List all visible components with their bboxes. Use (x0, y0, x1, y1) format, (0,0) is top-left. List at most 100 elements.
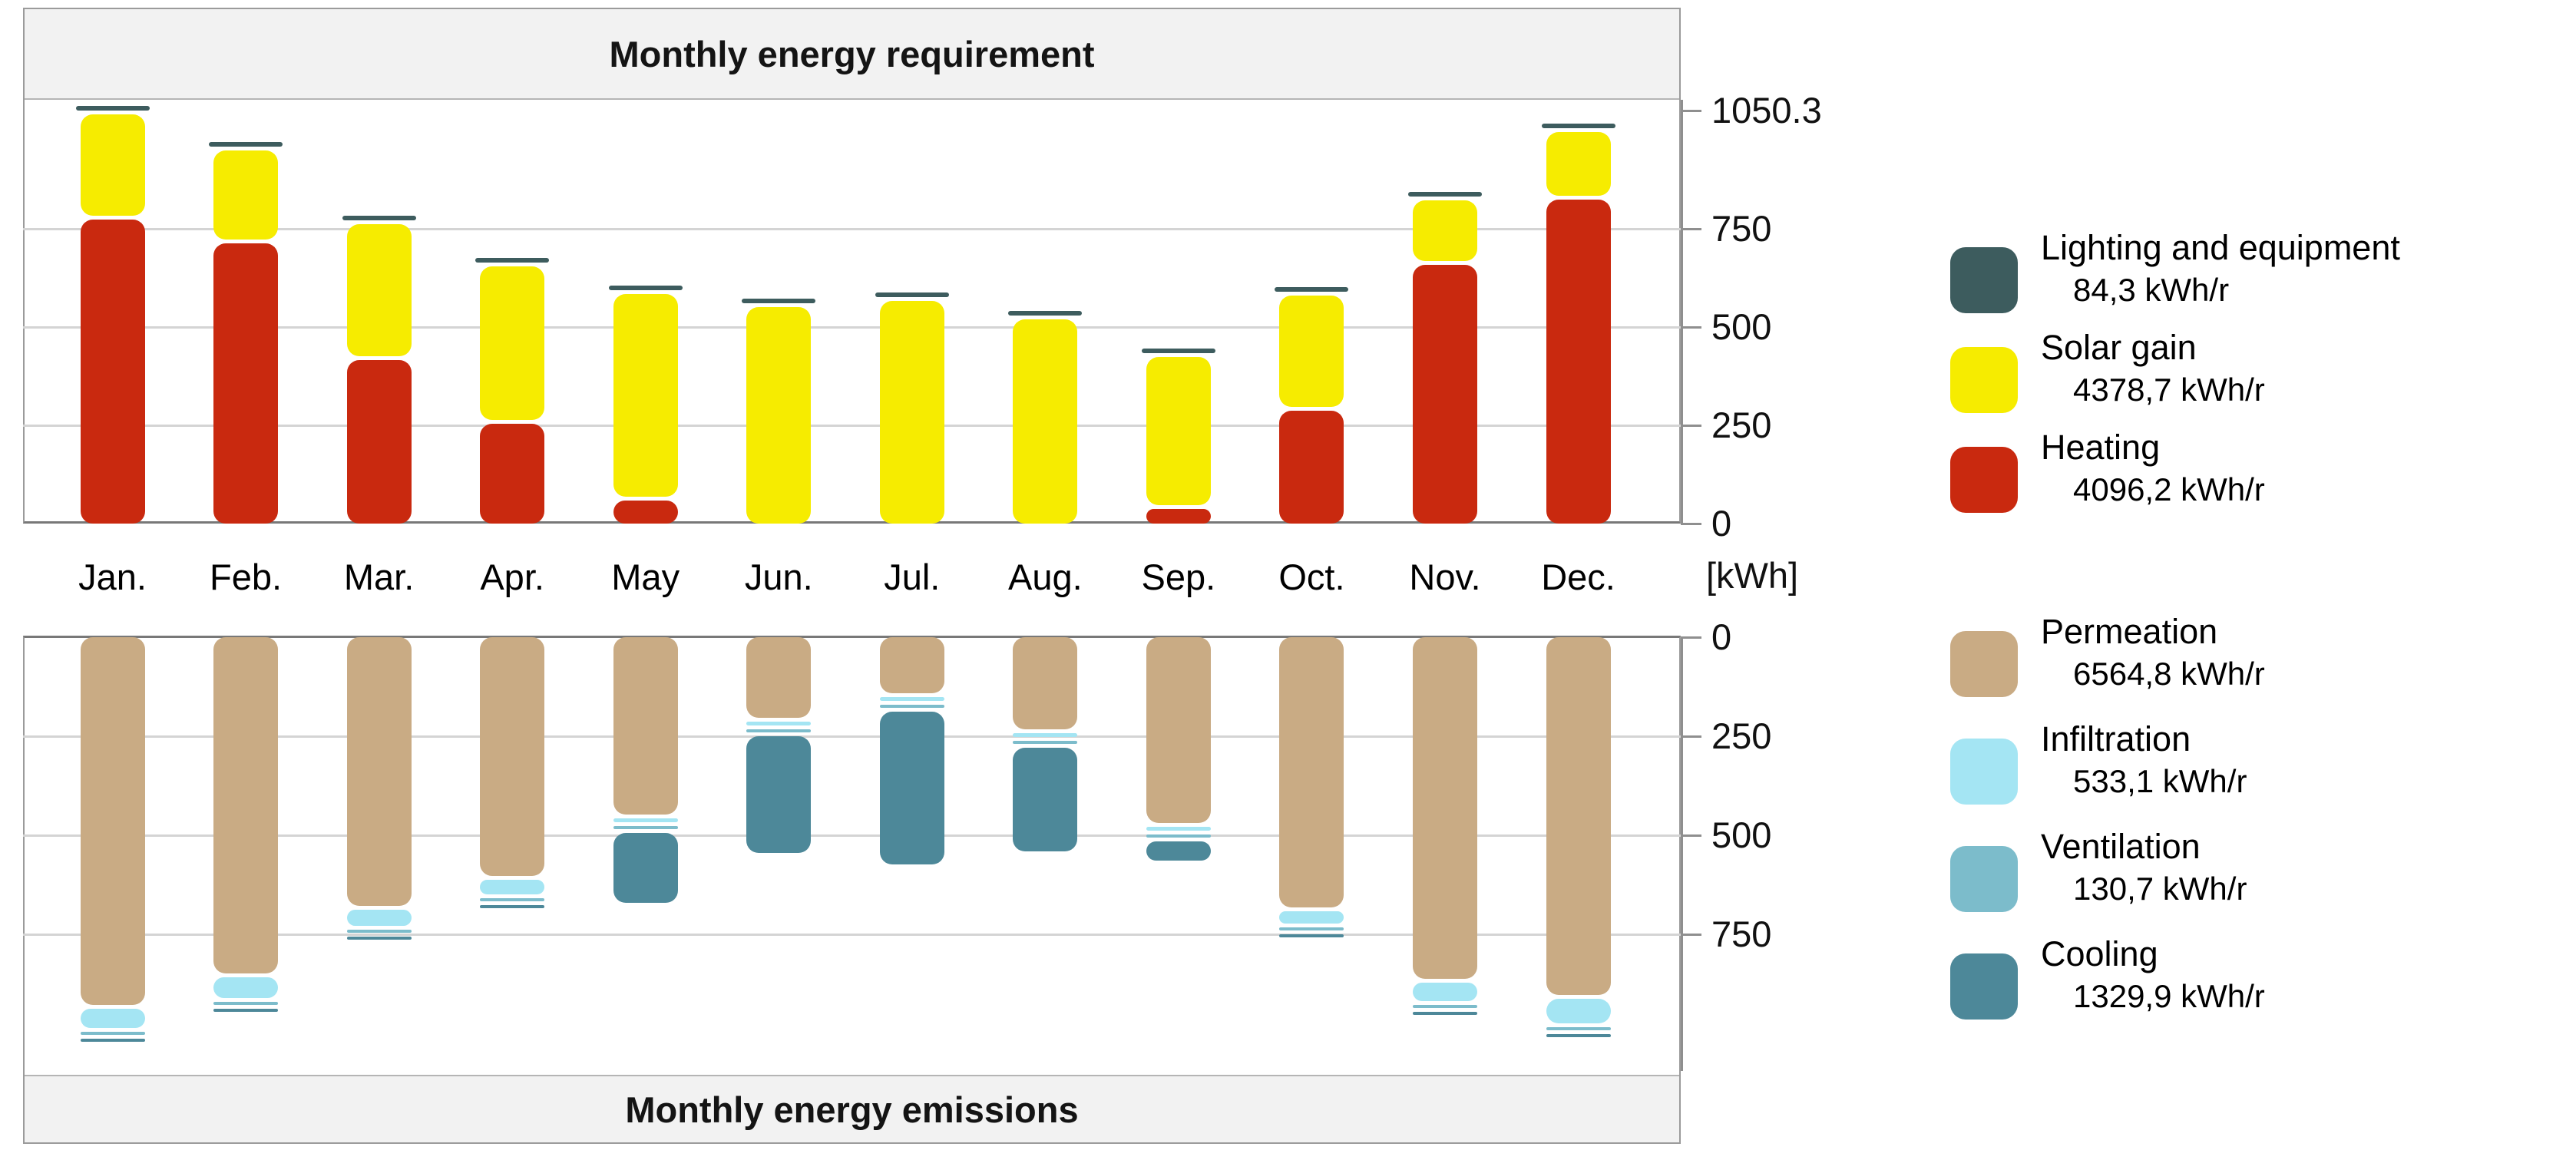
bar-segment-lighting-Mar. (342, 216, 416, 221)
bar-segment-lighting-May (608, 285, 683, 290)
requirement-chart-box: Monthly energy requirement (23, 8, 1681, 524)
legend-value: 533,1 kWh/r (2073, 763, 2247, 799)
bar-segment-cooling-Sep. (1146, 841, 1211, 861)
bar-segment-cooling-May (613, 833, 678, 903)
y-axis-tick-750 (1681, 933, 1701, 936)
bar-segment-lighting-Jun. (742, 299, 816, 304)
bar-segment-ventilation-Jun. (746, 729, 812, 732)
month-label-Jul: Jul. (884, 557, 941, 597)
y-axis-line (1681, 100, 1683, 524)
bar-segment-lighting-Jan. (75, 105, 150, 111)
legend-label: Permeation (2041, 612, 2218, 651)
bar-segment-permeation-Jul. (879, 637, 944, 693)
bar-segment-lighting-Feb. (209, 141, 283, 147)
y-axis-tick-250 (1681, 735, 1701, 738)
bar-segment-solar-Dec. (1546, 132, 1611, 197)
bar-segment-heating-Apr. (480, 423, 545, 524)
bar-segment-permeation-Oct. (1279, 637, 1344, 908)
bar-segment-infiltration-Mar. (346, 909, 412, 926)
bar-segment-cooling-Jul. (879, 711, 944, 864)
gridline-500 (23, 834, 1681, 837)
y-axis-tick-0 (1681, 636, 1701, 639)
bar-segment-solar-Jul. (879, 300, 944, 524)
bar-segment-solar-Mar. (346, 224, 412, 356)
gridline-750 (23, 227, 1681, 230)
bar-segment-cooling-Apr. (480, 904, 545, 908)
bar-segment-ventilation-Jan. (80, 1031, 145, 1035)
y-axis-tick-label: 250 (1711, 715, 1772, 756)
legend-label: Solar gain (2041, 328, 2197, 367)
bar-segment-heating-Oct. (1279, 411, 1344, 524)
bar-segment-cooling-Oct. (1279, 934, 1344, 938)
month-label-Sep: Sep. (1141, 557, 1216, 597)
bar-segment-ventilation-Nov. (1413, 1004, 1477, 1008)
bar-segment-permeation-Feb. (213, 637, 279, 973)
y-axis-tick-label: 750 (1711, 913, 1772, 954)
cooling-swatch (1950, 953, 2018, 1020)
bar-segment-permeation-Aug. (1013, 637, 1078, 730)
gridline-500 (23, 326, 1681, 329)
legend-value: 4096,2 kWh/r (2073, 471, 2265, 507)
month-label-Mar: Mar. (343, 557, 415, 597)
y-axis-tick-750 (1681, 227, 1701, 230)
legend-label: Lighting and equipment (2041, 228, 2400, 267)
lighting-swatch (1950, 247, 2018, 313)
legend-value: 6564,8 kWh/r (2073, 656, 2265, 692)
month-label-Dec: Dec. (1541, 557, 1615, 597)
month-label-Nov: Nov. (1409, 557, 1481, 597)
bar-segment-infiltration-Aug. (1013, 733, 1078, 738)
bar-segment-heating-May (613, 500, 678, 524)
legend-label: Heating (2041, 428, 2161, 467)
bar-segment-infiltration-Jun. (746, 721, 812, 725)
month-label-Apr: Apr. (480, 557, 544, 597)
y-axis-tick-label: 0 (1711, 503, 1732, 544)
bar-segment-lighting-Nov. (1408, 191, 1482, 197)
infiltration-swatch (1950, 739, 2018, 805)
y-axis-tick-label: 250 (1711, 404, 1772, 445)
bar-segment-lighting-Oct. (1275, 287, 1349, 292)
bar-segment-heating-Mar. (346, 359, 412, 524)
bar-segment-permeation-May (613, 637, 678, 815)
month-label-Oct: Oct. (1278, 557, 1345, 597)
legend-value: 84,3 kWh/r (2073, 272, 2230, 308)
bar-segment-infiltration-Jul. (879, 696, 944, 701)
y-axis-tick-500 (1681, 326, 1701, 329)
bar-segment-lighting-Jul. (875, 292, 949, 297)
bar-segment-infiltration-Sep. (1146, 826, 1211, 831)
y-axis-tick-1050.3 (1681, 110, 1701, 113)
bar-segment-solar-Jan. (80, 114, 145, 216)
bar-segment-infiltration-Jan. (80, 1008, 145, 1028)
bar-segment-permeation-Sep. (1146, 637, 1211, 823)
bar-segment-solar-Oct. (1279, 296, 1344, 407)
bar-segment-solar-Nov. (1413, 200, 1477, 262)
bar-segment-cooling-Jan. (80, 1038, 145, 1042)
bar-segment-infiltration-Dec. (1546, 998, 1611, 1024)
y-axis-units-label: [kWh] (1706, 555, 1799, 596)
bar-segment-cooling-Feb. (213, 1008, 279, 1012)
y-axis-tick-500 (1681, 834, 1701, 837)
bar-segment-ventilation-Aug. (1013, 741, 1078, 745)
bar-segment-lighting-Aug. (1008, 310, 1083, 316)
legend-value: 4378,7 kWh/r (2073, 372, 2265, 408)
requirement-chart-title: Monthly energy requirement (25, 9, 1679, 100)
y-axis-tick-label: 750 (1711, 207, 1772, 249)
bar-segment-cooling-Aug. (1013, 748, 1078, 851)
month-label-Aug: Aug. (1008, 557, 1083, 597)
bar-segment-ventilation-Sep. (1146, 834, 1211, 838)
bar-segment-solar-May (613, 293, 678, 497)
bar-segment-solar-Jun. (746, 307, 812, 524)
bar-segment-infiltration-May (613, 818, 678, 823)
month-label-Jun: Jun. (744, 557, 813, 597)
permeation-swatch (1950, 631, 2018, 697)
bar-segment-ventilation-Mar. (346, 929, 412, 933)
bar-segment-infiltration-Oct. (1279, 911, 1344, 924)
bar-segment-solar-Feb. (213, 150, 279, 240)
y-axis-tick-label: 500 (1711, 306, 1772, 347)
gridline-750 (23, 933, 1681, 936)
bar-segment-heating-Jan. (80, 220, 145, 524)
bar-segment-permeation-Jan. (80, 637, 145, 1005)
heating-swatch (1950, 447, 2018, 513)
bar-segment-ventilation-Jul. (879, 704, 944, 708)
bar-segment-cooling-Nov. (1413, 1011, 1477, 1015)
